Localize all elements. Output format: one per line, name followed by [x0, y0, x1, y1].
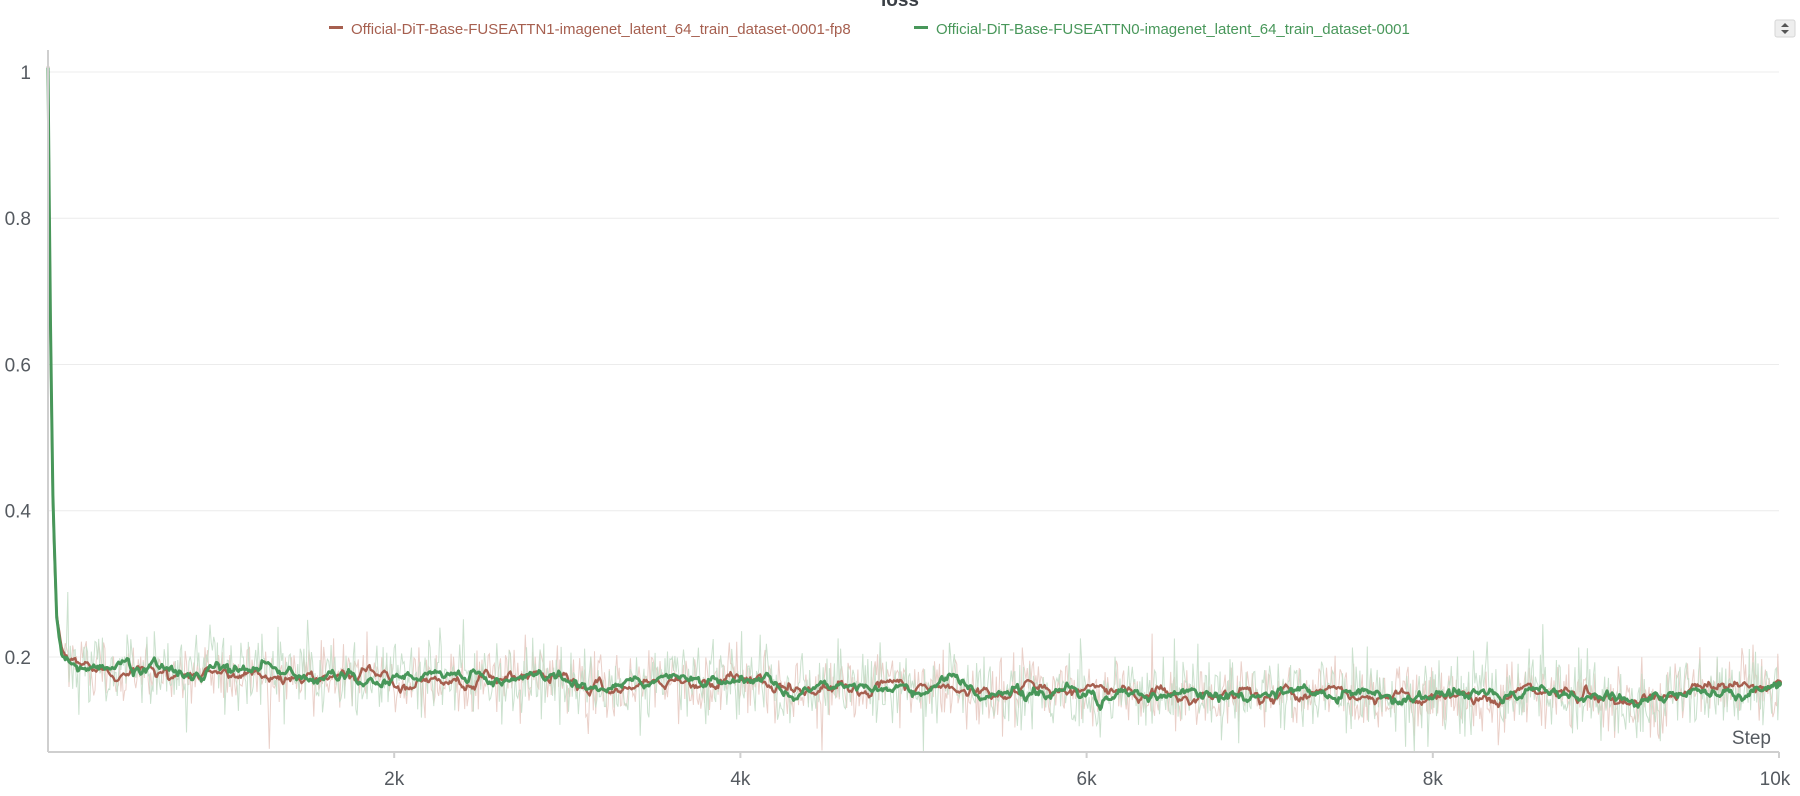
series-line-0[interactable]	[46, 66, 1781, 709]
raw-series-line-1	[47, 70, 1780, 753]
legend-scroll-button[interactable]	[1774, 19, 1796, 38]
y-tick-label: 0.2	[5, 648, 31, 669]
series-line-1[interactable]	[46, 67, 1781, 711]
legend-item-fuseattn1[interactable]: Official-DiT-Base-FUSEATTN1-imagenet_lat…	[329, 21, 851, 38]
raw-series-lines	[47, 68, 1780, 753]
x-tick-label: 6k	[1077, 769, 1098, 790]
x-axis-label: Step	[1732, 728, 1771, 749]
y-tick-labels: 0.2 0.4 0.6 0.8 1	[5, 63, 32, 669]
y-tick-label: 1	[20, 63, 31, 84]
chart-title: loss	[881, 0, 919, 11]
x-tick-label: 10k	[1760, 769, 1791, 790]
legend: Official-DiT-Base-FUSEATTN1-imagenet_lat…	[329, 21, 1410, 38]
legend-label-fuseattn0: Official-DiT-Base-FUSEATTN0-imagenet_lat…	[936, 21, 1410, 38]
legend-swatch-fuseattn0	[914, 26, 928, 29]
legend-swatch-fuseattn1	[329, 26, 343, 29]
smoothed-series-lines	[46, 66, 1782, 711]
grid	[48, 71, 1779, 658]
legend-label-fuseattn1: Official-DiT-Base-FUSEATTN1-imagenet_lat…	[351, 21, 851, 38]
x-tick-label: 2k	[384, 769, 405, 790]
raw-series-line-0	[47, 68, 1780, 751]
x-tick-label: 8k	[1423, 769, 1444, 790]
x-tick-label: 4k	[730, 769, 751, 790]
y-tick-label: 0.6	[5, 355, 31, 376]
scroll-arrows-icon	[1781, 23, 1789, 34]
y-tick-label: 0.4	[5, 502, 32, 523]
legend-item-fuseattn0[interactable]: Official-DiT-Base-FUSEATTN0-imagenet_lat…	[914, 21, 1410, 38]
series-end-point-1	[1776, 680, 1782, 687]
x-tick-labels: 2k 4k 6k 8k 10k	[384, 752, 1791, 790]
y-tick-label: 0.8	[5, 209, 31, 230]
